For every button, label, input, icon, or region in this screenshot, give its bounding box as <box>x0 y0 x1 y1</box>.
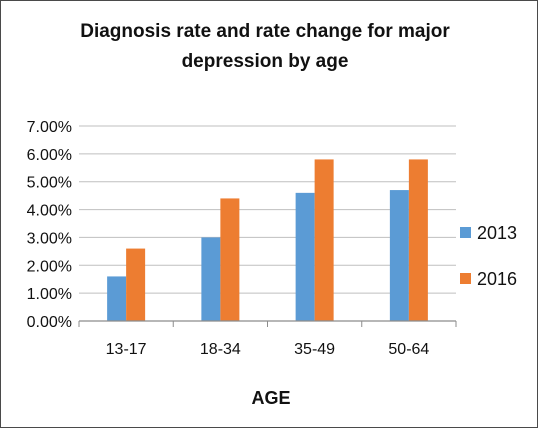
y-tick-label: 7.00% <box>27 119 72 136</box>
y-tick-label: 4.00% <box>27 203 72 220</box>
bar-2016-13-17 <box>126 248 146 321</box>
y-tick-label: 0.00% <box>27 314 72 331</box>
y-tick-label: 5.00% <box>27 175 72 192</box>
bar-2013-50-64 <box>389 190 409 321</box>
bar-2016-18-34 <box>220 198 240 321</box>
chart-title-line-2: depression by age <box>182 51 349 72</box>
x-tick-label: 18-34 <box>200 341 241 358</box>
legend-label-2016: 2016 <box>477 269 517 289</box>
x-axis-label: AGE <box>251 388 290 408</box>
bar-2013-13-17 <box>107 276 127 321</box>
bar-2013-35-49 <box>295 192 315 321</box>
x-tick-label: 13-17 <box>106 341 147 358</box>
axes: 0.00% 1.00% 2.00% 3.00% 4.00% 5.00% 6.00% 7.00%… <box>27 119 457 358</box>
legend-swatch-2016 <box>460 273 471 284</box>
chart-title-line-1: Diagnosis rate and rate change for major <box>80 21 450 42</box>
y-tick-label: 6.00% <box>27 147 72 164</box>
legend-label-2013: 2013 <box>477 223 517 243</box>
x-tick-label: 50-64 <box>388 341 429 358</box>
y-tick-label: 3.00% <box>27 230 72 247</box>
y-tick-label: 1.00% <box>27 286 72 303</box>
y-tick-label: 2.00% <box>27 258 72 275</box>
bar-2016-35-49 <box>314 159 334 321</box>
x-tick-label: 35-49 <box>294 341 335 358</box>
bar-2016-50-64 <box>408 159 428 321</box>
bars <box>107 159 428 321</box>
legend: 2013 2016 <box>460 223 517 289</box>
bar-2013-18-34 <box>201 237 221 321</box>
legend-swatch-2013 <box>460 227 471 238</box>
